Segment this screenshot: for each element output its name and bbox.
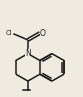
Text: O: O: [40, 29, 46, 38]
Text: N: N: [25, 49, 31, 58]
Text: Cl: Cl: [5, 30, 12, 36]
